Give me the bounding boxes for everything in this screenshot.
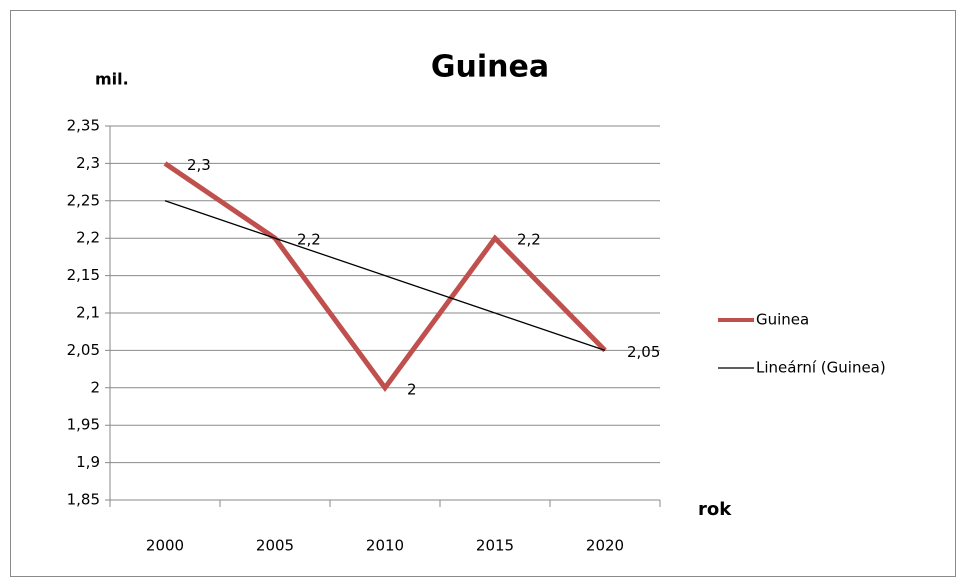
x-tick-label: 2000 xyxy=(146,537,184,555)
x-tick-label: 2010 xyxy=(366,537,404,555)
legend-label: Lineární (Guinea) xyxy=(756,359,886,377)
y-tick-label: 2,35 xyxy=(67,117,100,135)
data-label: 2,05 xyxy=(627,343,660,361)
data-label: 2,2 xyxy=(517,231,541,249)
y-axis-label: mil. xyxy=(95,70,129,89)
data-label: 2,2 xyxy=(297,231,321,249)
y-tick-label: 2,1 xyxy=(76,304,100,322)
y-tick-label: 1,9 xyxy=(76,453,100,471)
chart-border xyxy=(10,10,956,577)
data-label: 2 xyxy=(407,380,417,398)
x-tick-label: 2005 xyxy=(256,537,294,555)
y-tick-label: 1,95 xyxy=(67,416,100,434)
y-tick-label: 2,2 xyxy=(76,229,100,247)
y-tick-label: 2,15 xyxy=(67,266,100,284)
y-tick-label: 2,05 xyxy=(67,341,100,359)
y-tick-label: 2,3 xyxy=(76,154,100,172)
x-axis-label: rok xyxy=(698,499,732,520)
x-tick-label: 2020 xyxy=(586,537,624,555)
y-tick-label: 1,85 xyxy=(67,491,100,509)
legend-label: Guinea xyxy=(756,311,809,329)
x-tick-label: 2015 xyxy=(476,537,514,555)
chart-title: Guinea xyxy=(431,50,549,85)
data-label: 2,3 xyxy=(187,156,211,174)
y-tick-label: 2 xyxy=(90,378,100,396)
data-line xyxy=(164,200,606,352)
data-line xyxy=(163,161,607,393)
y-tick-label: 2,25 xyxy=(67,191,100,209)
